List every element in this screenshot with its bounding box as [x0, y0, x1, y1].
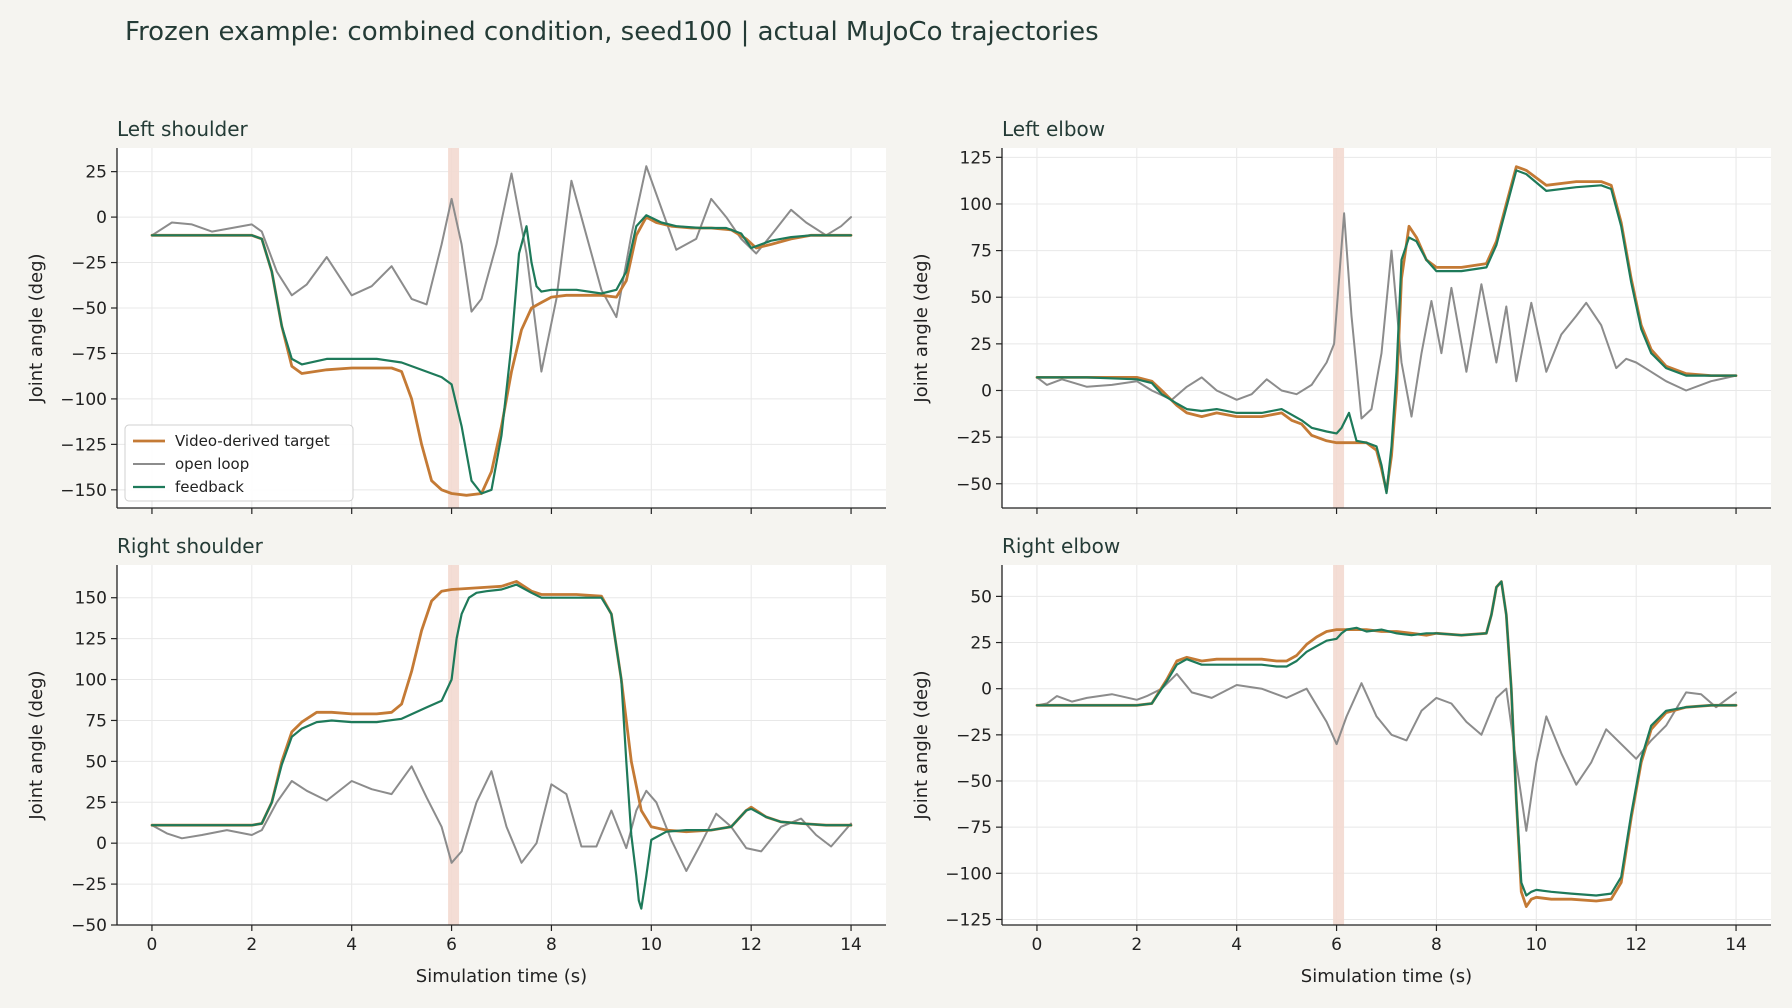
- y-tick-label: −25: [71, 254, 107, 274]
- panel-title: Right shoulder: [117, 534, 264, 558]
- figure-title: Frozen example: combined condition, seed…: [125, 17, 1099, 47]
- series-line-feedback: [1035, 169, 1738, 495]
- y-tick-label: 0: [96, 208, 107, 228]
- panel-title: Right elbow: [1002, 534, 1120, 558]
- series-line-open-loop: [1036, 672, 1737, 832]
- series-line-feedback: [1035, 580, 1738, 897]
- legend-box: [124, 424, 354, 502]
- series-line-feedback: [150, 214, 853, 495]
- panel-right-shoulder: 0 2 4 6 8 10 12 14 −50 −25 0 25 50 75 100 125 150 Right s…: [26, 534, 886, 987]
- y-tick-label: 0: [981, 680, 992, 700]
- y-axis-label: Joint angle (deg): [911, 670, 932, 820]
- y-tick-label: 50: [85, 752, 107, 772]
- series-group: [1035, 580, 1738, 908]
- y-tick-label: −100: [60, 390, 107, 410]
- y-tick-label: 75: [970, 242, 992, 262]
- series-line-open-loop: [1036, 212, 1737, 420]
- y-tick-label: −50: [956, 475, 992, 495]
- panel-left-elbow: −50 −25 0 25 50 75 100 125 Left elbow Joint angle…: [911, 117, 1771, 514]
- y-tick-label: 0: [981, 381, 992, 401]
- y-tick-label: 0: [96, 834, 107, 854]
- y-tick-label: −150: [60, 481, 107, 501]
- y-axis-label: Joint angle (deg): [26, 253, 47, 403]
- x-tick-label: 4: [1231, 935, 1242, 955]
- plot-area: [1002, 148, 1771, 508]
- x-tick-label: 0: [1032, 935, 1043, 955]
- x-tick-label: 0: [147, 935, 158, 955]
- y-tick-label: −75: [71, 344, 107, 364]
- y-tick-label: 100: [75, 671, 107, 691]
- y-tick-label: 25: [85, 793, 107, 813]
- x-tick-label: 14: [1725, 935, 1747, 955]
- legend-label-feedback: feedback: [175, 478, 244, 496]
- x-tick-label: 10: [640, 935, 662, 955]
- x-tick-label: 14: [840, 935, 862, 955]
- y-tick-label: −50: [956, 772, 992, 792]
- x-axis-label: Simulation time (s): [416, 966, 587, 987]
- series-line-open-loop: [151, 765, 852, 872]
- panel-title: Left shoulder: [117, 117, 249, 141]
- x-tick-label: 8: [546, 935, 557, 955]
- panel-left-shoulder: −150 −125 −100 −75 −50 −25 0 25 Left shoulder Joi…: [26, 117, 886, 514]
- series-line-target: [150, 215, 853, 497]
- y-tick-label: 25: [970, 335, 992, 355]
- panel-title: Left elbow: [1002, 117, 1105, 141]
- series-line-feedback: [150, 583, 853, 910]
- y-tick-label: 50: [970, 587, 992, 607]
- y-tick-label: −25: [956, 726, 992, 746]
- y-tick-label: −25: [956, 428, 992, 448]
- x-tick-label: 2: [1131, 935, 1142, 955]
- panel-right-elbow: 0 2 4 6 8 10 12 14 −125 −100 −75 −50 −25 0 25 50 Right e…: [911, 534, 1771, 987]
- y-tick-label: −125: [60, 435, 107, 455]
- series-group: [1035, 165, 1738, 495]
- y-tick-label: −100: [945, 864, 992, 884]
- y-tick-label: 125: [75, 630, 107, 650]
- y-tick-label: 150: [75, 589, 107, 609]
- y-tick-label: −75: [956, 818, 992, 838]
- x-tick-label: 12: [1625, 935, 1647, 955]
- y-tick-label: 125: [960, 148, 992, 168]
- x-tick-label: 2: [246, 935, 257, 955]
- x-tick-label: 4: [346, 935, 357, 955]
- y-axis-label: Joint angle (deg): [911, 253, 932, 403]
- highlight-band: [1333, 565, 1345, 925]
- legend-label-open-loop: open loop: [175, 455, 249, 473]
- series-group: [150, 580, 853, 910]
- plot-area: [117, 565, 886, 925]
- series-group: [150, 165, 853, 497]
- y-tick-label: 25: [85, 163, 107, 183]
- y-tick-label: 100: [960, 195, 992, 215]
- x-tick-label: 6: [446, 935, 457, 955]
- highlight-band: [448, 148, 460, 508]
- x-tick-label: 6: [1331, 935, 1342, 955]
- legend-label-target: Video-derived target: [175, 432, 330, 450]
- x-tick-label: 12: [740, 935, 762, 955]
- x-tick-label: 10: [1525, 935, 1547, 955]
- y-axis-label: Joint angle (deg): [26, 670, 47, 820]
- panels: −150 −125 −100 −75 −50 −25 0 25 Left shoulder Joi…: [26, 117, 1771, 987]
- y-tick-label: 50: [970, 288, 992, 308]
- plot-area: [1002, 565, 1771, 925]
- y-tick-label: −50: [71, 299, 107, 319]
- y-tick-label: −25: [71, 875, 107, 895]
- y-tick-label: 75: [85, 711, 107, 731]
- y-tick-label: −50: [71, 916, 107, 936]
- y-tick-label: −125: [945, 910, 992, 930]
- y-tick-label: 25: [970, 634, 992, 654]
- highlight-band: [1333, 148, 1345, 508]
- x-axis-label: Simulation time (s): [1301, 966, 1472, 987]
- legend: Video-derived target open loop feedback: [124, 424, 354, 502]
- highlight-band: [448, 565, 460, 925]
- x-tick-label: 8: [1431, 935, 1442, 955]
